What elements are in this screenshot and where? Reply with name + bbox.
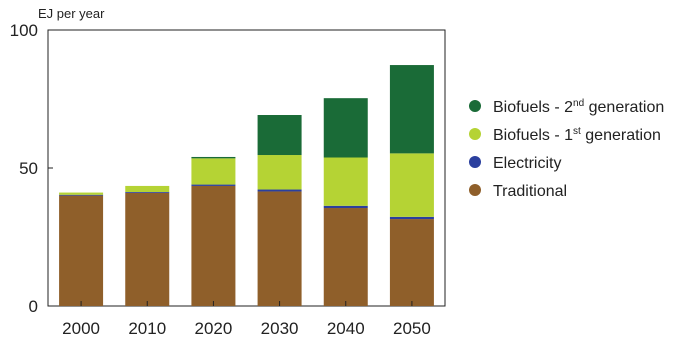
x-tick-label: 2000 — [62, 319, 100, 337]
legend-label: Biofuels - 2nd generation — [493, 98, 664, 116]
y-tick-label: 100 — [10, 21, 38, 40]
bar-segment-2040-traditional — [323, 208, 368, 306]
plot-area — [47, 29, 446, 307]
bar-segment-2000-biofuels-1st-generation — [59, 192, 104, 195]
x-tick-label: 2040 — [327, 319, 365, 337]
y-axis-unit-label: EJ per year — [38, 6, 105, 21]
x-tick-label: 2030 — [261, 319, 299, 337]
bar-segment-2030-electricity — [257, 189, 302, 192]
legend-label: Biofuels - 1st generation — [493, 126, 661, 144]
bar-segment-2040-biofuels-1st-generation — [323, 157, 368, 206]
legend-item: Biofuels - 1st generation — [469, 126, 661, 144]
legend-item: Traditional — [469, 183, 567, 200]
bar-segment-2000-traditional — [59, 195, 104, 306]
legend-item: Biofuels - 2nd generation — [469, 98, 664, 116]
y-tick-label: 0 — [29, 297, 38, 316]
x-tick-label: 2010 — [128, 319, 166, 337]
y-axis: 0 50 100 — [10, 21, 53, 316]
bar-segment-2010-biofuels-1st-generation — [125, 185, 170, 193]
bar-stacks — [59, 65, 434, 306]
bar-segment-2050-traditional — [389, 219, 434, 306]
x-axis: 2000 2010 2020 2030 2040 2050 — [62, 301, 431, 337]
bar-segment-2020-electricity — [191, 184, 236, 186]
bar-segment-2020-traditional — [191, 185, 236, 306]
bar-segment-2030-biofuels-1st-generation — [257, 155, 302, 190]
legend-swatch — [469, 100, 481, 112]
plot-border — [47, 29, 446, 307]
legend-label: Traditional — [493, 183, 567, 200]
legend-swatch — [469, 184, 481, 196]
bar-segment-2040-electricity — [323, 205, 368, 209]
bar-segment-2020-biofuels-2nd-generation — [191, 156, 236, 159]
bar-segment-2030-biofuels-2nd-generation — [257, 115, 302, 156]
y-tick-label: 50 — [19, 159, 38, 178]
bar-segment-2010-traditional — [125, 192, 170, 306]
bar-segment-2040-biofuels-2nd-generation — [323, 98, 368, 158]
legend-swatch — [469, 128, 481, 140]
legend-label: Electricity — [493, 155, 561, 172]
legend: Biofuels - 2nd generation Biofuels - 1st … — [469, 98, 664, 200]
x-tick-label: 2020 — [195, 319, 233, 337]
bar-segment-2050-biofuels-1st-generation — [389, 153, 434, 217]
bar-segment-2000-electricity — [59, 194, 104, 196]
bar-segment-2020-biofuels-1st-generation — [191, 158, 236, 185]
bar-segment-2010-electricity — [125, 192, 170, 193]
x-tick-label: 2050 — [393, 319, 431, 337]
bar-segment-2050-electricity — [389, 216, 434, 220]
legend-item: Electricity — [469, 155, 561, 172]
bar-segment-2050-biofuels-2nd-generation — [389, 65, 434, 154]
bar-segment-2030-traditional — [257, 191, 302, 306]
legend-swatch — [469, 156, 481, 168]
